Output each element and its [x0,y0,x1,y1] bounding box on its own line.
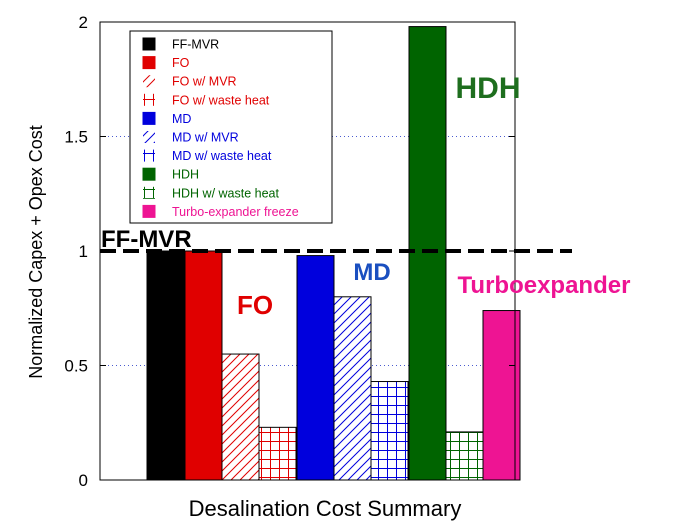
annotation-ff-mvr: FF-MVR [101,226,192,253]
bar-md [296,255,335,481]
bar-fo [184,250,223,481]
legend-swatch-md-w-mvr [143,131,155,143]
legend-label-fo-w-mvr: FO w/ MVR [172,75,237,89]
legend-swatch-md-w-waste-heat [143,149,155,162]
bars [146,26,521,481]
bar-md-w-waste-heat [370,381,409,481]
legend-box [129,30,333,224]
y-tick-label: 2 [79,13,88,32]
bar-fo-w-mvr [221,353,260,481]
legend-swatch-fo [142,56,156,70]
legend-label-turbo-expander-freeze: Turbo-expander freeze [172,205,299,219]
y-axis: 0 0.5 1 1.5 2 [64,13,515,490]
legend-swatch-turbo-expander-freeze [142,204,156,218]
legend-label-md-w-waste-heat: MD w/ waste heat [172,149,272,163]
legend-label-md: MD [172,112,191,126]
x-axis-label: Desalination Cost Summary [189,496,462,521]
legend-label-md-w-mvr: MD w/ MVR [172,131,239,145]
y-axis-label: Normalized Capex + Opex Cost [26,125,46,379]
legend-swatch-fo-w-waste-heat [143,93,155,106]
legend: FF-MVR FO FO w/ MVR FO w/ waste heat MD MD w/… [129,30,333,224]
bar-turbo-expander-freeze [482,310,521,481]
legend-swatch-hdh [142,167,156,181]
legend-swatch-ff-mvr [142,37,156,51]
annotation-fo: FO [237,290,273,320]
annotation-md: MD [353,259,390,286]
legend-label-ff-mvr: FF-MVR [172,38,219,52]
legend-label-hdh: HDH [172,168,199,182]
bar-ff-mvr [146,250,185,481]
y-tick-label: 1.5 [64,128,88,147]
legend-swatch-fo-w-mvr [143,75,155,88]
legend-label-fo: FO [172,56,190,70]
annotation-turboexpander: Turboexpander [458,272,631,299]
y-tick-label: 0.5 [64,357,88,376]
annotation-hdh: HDH [456,72,521,105]
bar-hdh [408,26,447,481]
bar-md-w-mvr [333,296,372,481]
legend-swatch-md [142,111,156,125]
legend-swatch-hdh-w-waste-heat [143,186,155,199]
y-tick-label: 1 [79,242,88,261]
bar-hdh-w-waste-heat [445,431,484,481]
legend-label-hdh-w-waste-heat: HDH w/ waste heat [172,186,280,200]
bar-fo-w-waste-heat [258,426,297,481]
y-tick-label: 0 [79,471,88,490]
annotations: FF-MVR FO MD HDH Turboexpander [101,72,630,320]
legend-label-fo-w-waste-heat: FO w/ waste heat [172,93,270,107]
